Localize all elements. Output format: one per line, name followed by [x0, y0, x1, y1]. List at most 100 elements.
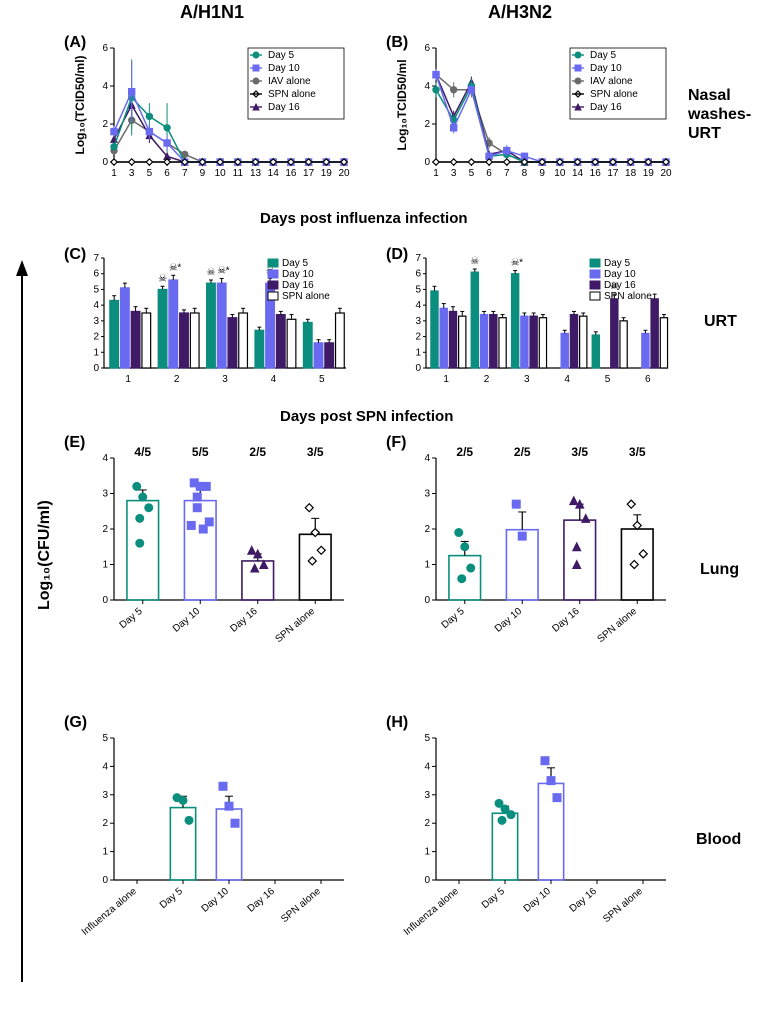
svg-text:SPN alone: SPN alone [279, 886, 323, 925]
svg-text:Day 10: Day 10 [590, 63, 622, 74]
panel-E: 01234Day 54/5Day 105/5Day 162/5SPN alone… [70, 440, 350, 670]
svg-text:1: 1 [111, 168, 117, 179]
svg-text:2: 2 [102, 524, 108, 535]
svg-text:1: 1 [433, 168, 439, 179]
svg-text:2/5: 2/5 [514, 445, 531, 459]
svg-text:Day 16: Day 16 [604, 280, 636, 291]
svg-text:4: 4 [102, 761, 108, 772]
svg-text:6: 6 [102, 43, 108, 54]
svg-text:2: 2 [93, 332, 99, 343]
svg-text:Day 10: Day 10 [522, 886, 554, 915]
svg-text:5: 5 [469, 168, 475, 179]
svg-text:3: 3 [424, 489, 430, 500]
svg-text:Influenza alone: Influenza alone [80, 886, 139, 938]
svg-text:SPN alone: SPN alone [273, 606, 317, 645]
panel-A: 02461356791011131416171920Log₁₀(TCID50/m… [70, 40, 350, 190]
svg-text:Day 16: Day 16 [228, 606, 260, 635]
svg-text:5/5: 5/5 [192, 445, 209, 459]
svg-text:Day 5: Day 5 [118, 606, 145, 631]
svg-text:3/5: 3/5 [571, 445, 588, 459]
svg-text:2: 2 [102, 119, 108, 130]
svg-text:6: 6 [645, 374, 651, 385]
svg-text:18: 18 [625, 168, 637, 179]
left-arrow [0, 0, 40, 1000]
svg-text:3: 3 [129, 168, 135, 179]
svg-text:2: 2 [174, 374, 180, 385]
svg-text:4: 4 [424, 81, 430, 92]
svg-text:13: 13 [250, 168, 262, 179]
svg-text:Day 16: Day 16 [590, 102, 622, 113]
svg-text:17: 17 [303, 168, 315, 179]
svg-text:SPN alone: SPN alone [268, 89, 316, 100]
svg-text:1: 1 [424, 560, 430, 571]
col-title-left: A/H1N1 [180, 2, 244, 23]
row-label-blood: Blood [696, 830, 741, 849]
svg-text:5: 5 [93, 284, 99, 295]
letter-A: (A) [64, 34, 86, 52]
svg-text:9: 9 [539, 168, 545, 179]
svg-text:1: 1 [415, 347, 421, 358]
svg-text:Day 5: Day 5 [268, 50, 295, 61]
svg-text:6: 6 [486, 168, 492, 179]
svg-text:1: 1 [102, 560, 108, 571]
svg-text:9: 9 [200, 168, 206, 179]
letter-E: (E) [64, 434, 85, 452]
svg-text:0: 0 [424, 157, 430, 168]
svg-text:3/5: 3/5 [629, 445, 646, 459]
svg-text:☠: ☠ [206, 267, 215, 278]
svg-text:5: 5 [147, 168, 153, 179]
x-title-CD: Days post SPN infection [280, 408, 453, 425]
svg-text:5: 5 [102, 733, 108, 744]
svg-text:4: 4 [93, 300, 99, 311]
svg-text:16: 16 [285, 168, 297, 179]
x-title-AB: Days post influenza infection [260, 210, 468, 227]
svg-text:7: 7 [182, 168, 188, 179]
svg-text:*: * [177, 262, 181, 273]
svg-text:10: 10 [215, 168, 227, 179]
svg-text:2: 2 [484, 374, 490, 385]
svg-text:Day 16: Day 16 [246, 886, 278, 915]
svg-text:*: * [519, 258, 523, 269]
row-label-nasal: Nasal washes- URT [688, 86, 751, 144]
svg-text:Day 10: Day 10 [493, 606, 525, 635]
svg-text:Day 16: Day 16 [568, 886, 600, 915]
svg-text:3: 3 [415, 316, 421, 327]
svg-text:5: 5 [319, 374, 325, 385]
svg-text:2: 2 [415, 332, 421, 343]
letter-H: (H) [386, 714, 408, 732]
figure-root: A/H1N1 A/H3N2 Nasal washes- URT URT Lung… [0, 0, 778, 1030]
svg-text:16: 16 [590, 168, 602, 179]
svg-text:2/5: 2/5 [249, 445, 266, 459]
svg-text:3: 3 [222, 374, 228, 385]
letter-D: (D) [386, 246, 408, 264]
svg-text:6: 6 [93, 269, 99, 280]
svg-text:3: 3 [424, 790, 430, 801]
svg-text:7: 7 [504, 168, 510, 179]
svg-text:20: 20 [660, 168, 672, 179]
svg-text:2: 2 [102, 818, 108, 829]
svg-text:5: 5 [605, 374, 611, 385]
svg-text:4: 4 [415, 300, 421, 311]
letter-F: (F) [386, 434, 406, 452]
svg-text:14: 14 [572, 168, 584, 179]
svg-text:5: 5 [415, 284, 421, 295]
row-label-urt: URT [704, 312, 737, 331]
y-title-CFU: Log₁₀(CFU/ml) [36, 500, 54, 610]
svg-text:4: 4 [564, 374, 570, 385]
svg-text:Day 5: Day 5 [158, 886, 185, 911]
svg-text:3: 3 [93, 316, 99, 327]
svg-text:6: 6 [424, 43, 430, 54]
panel-H: 012345Influenza aloneDay 5Day 10Day 16SP… [392, 720, 672, 950]
svg-text:SPN alone: SPN alone [590, 89, 638, 100]
svg-text:Day 10: Day 10 [268, 63, 300, 74]
svg-text:17: 17 [607, 168, 619, 179]
svg-text:6: 6 [164, 168, 170, 179]
svg-text:4: 4 [102, 453, 108, 464]
svg-text:IAV alone: IAV alone [268, 76, 311, 87]
svg-text:Day 5: Day 5 [440, 606, 467, 631]
svg-text:Day 10: Day 10 [604, 269, 636, 280]
svg-text:3/5: 3/5 [307, 445, 324, 459]
svg-text:2: 2 [424, 524, 430, 535]
panel-D: 01234567123456☠☠☠*Day 5Day 10Day 16SPN a… [392, 252, 672, 392]
svg-text:6: 6 [415, 269, 421, 280]
